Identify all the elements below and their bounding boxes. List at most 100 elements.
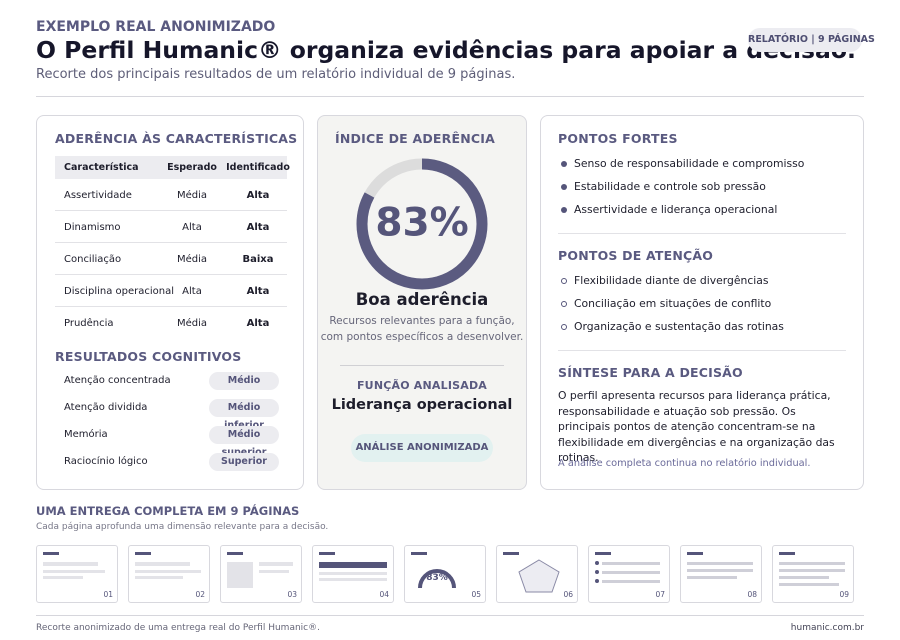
page-thumbnail: 07	[588, 545, 670, 603]
divider	[558, 233, 846, 234]
verdict: Boa aderência	[355, 290, 489, 309]
divider	[36, 96, 864, 97]
divider	[558, 350, 846, 351]
page-number: 06	[563, 590, 573, 599]
table-cell: Média	[176, 318, 208, 329]
thumb-heading	[779, 552, 795, 555]
thumb-line	[687, 576, 737, 579]
thumb-dot	[595, 570, 599, 574]
thumb-heading	[411, 552, 427, 555]
list-item: Organização e sustentação das rotinas	[574, 320, 784, 333]
thumb-radar	[518, 559, 560, 593]
page-thumbnail: 08	[680, 545, 762, 603]
thumb-heading	[43, 552, 59, 555]
thumb-line	[227, 562, 253, 588]
thumb-heading	[135, 552, 151, 555]
cognitive-result: Médio superior	[209, 426, 279, 458]
synthesis-note: A análise completa continua no relatório…	[558, 458, 811, 469]
page-number: 04	[379, 590, 389, 599]
thumb-line	[319, 562, 387, 568]
table-cell: Dinamismo	[64, 222, 121, 233]
table-cell: Alta	[182, 286, 202, 297]
page-thumbnail: 09	[772, 545, 854, 603]
title: O Perfil Humanic® organiza evidências pa…	[36, 36, 856, 64]
page-thumbnail: 06	[496, 545, 578, 603]
gauge-label: 83%	[375, 201, 468, 246]
thumb-dot	[595, 579, 599, 583]
row-separator	[55, 210, 287, 211]
table-cell: Alta	[182, 222, 202, 233]
table-cell: Disciplina operacional	[64, 286, 175, 297]
thumb-line	[687, 562, 753, 565]
gauge-arc	[356, 158, 488, 290]
cognitive-result: Superior	[209, 453, 279, 471]
traits-card: ADERÊNCIA ÀS CARACTERÍSTICAS RESULTADOS …	[36, 115, 304, 490]
cognitive-result: Médio	[209, 372, 279, 390]
thumb-line	[779, 576, 829, 579]
list-item: Estabilidade e controle sob pressão	[574, 180, 766, 193]
synthesis-text: O perfil apresenta recursos para lideran…	[558, 389, 835, 464]
bullet	[561, 161, 567, 167]
role-heading: FUNÇÃO ANALISADA	[356, 379, 488, 392]
bullet	[561, 301, 567, 307]
thumb-heading	[687, 552, 703, 555]
thumb-line	[43, 562, 98, 566]
table-cell: Prudência	[64, 318, 114, 329]
thumb-heading	[319, 552, 335, 555]
thumb-line	[259, 562, 293, 566]
delivery-title: UMA ENTREGA COMPLETA EM 9 PÁGINAS	[36, 504, 300, 518]
index-card: ÍNDICE DE ADERÊNCIA 83% Boa aderência Re…	[317, 115, 527, 490]
row-separator	[55, 306, 287, 307]
thumb-heading	[227, 552, 243, 555]
thumb-line	[135, 570, 201, 573]
bullet	[561, 184, 567, 190]
role: Liderança operacional	[331, 397, 513, 413]
list-item: Assertividade e liderança operacional	[574, 203, 778, 216]
badge: RELATÓRIO | 9 PÁGINAS	[748, 28, 875, 52]
table-cell: Alta	[246, 286, 270, 297]
thumb-line	[259, 570, 289, 573]
bullet	[561, 278, 567, 284]
thumb-line	[43, 576, 83, 579]
page-number: 08	[747, 590, 757, 599]
row-separator	[55, 242, 287, 243]
thumb-gauge	[418, 569, 456, 589]
cognitive-label: Atenção concentrada	[64, 375, 171, 386]
list-item: Flexibilidade diante de divergências	[574, 274, 769, 287]
page-number: 02	[195, 590, 205, 599]
row-separator	[55, 274, 287, 275]
description: Recursos relevantes para a função,	[329, 315, 515, 327]
table-cell: Alta	[246, 318, 270, 329]
cognitive-label: Raciocínio lógico	[64, 456, 148, 467]
thumb-line	[602, 571, 660, 574]
cognitive-label: Atenção dividida	[64, 402, 148, 413]
table-cell: Média	[176, 190, 208, 201]
heading: ADERÊNCIA ÀS CARACTERÍSTICAS	[55, 131, 298, 146]
thumb-line	[602, 580, 660, 583]
thumb-line	[43, 570, 105, 573]
divider	[340, 365, 504, 366]
insights-card: PONTOS FORTES PONTOS DE ATENÇÃO SÍNTESE …	[540, 115, 864, 490]
table-cell: Assertividade	[64, 190, 132, 201]
table-cell: Baixa	[242, 254, 274, 265]
thumb-heading	[595, 552, 611, 555]
heading: ÍNDICE DE ADERÊNCIA	[335, 131, 495, 146]
bullet	[561, 324, 567, 330]
page-thumbnail: 04	[312, 545, 394, 603]
thumb-arc	[418, 569, 456, 589]
description: com pontos específicos a desenvolver.	[320, 331, 524, 343]
divider	[36, 615, 864, 616]
thumb-heading	[503, 552, 519, 555]
column-header: Esperado	[167, 162, 217, 173]
column-header: Característica	[64, 162, 139, 173]
column-header: Identificado	[226, 162, 290, 173]
thumb-dot	[595, 561, 599, 565]
cognitive-result: Médio inferior	[209, 399, 279, 431]
heading: PONTOS FORTES	[558, 131, 678, 146]
bullet	[561, 207, 567, 213]
thumb-line	[779, 569, 845, 572]
page-number: 09	[839, 590, 849, 599]
page-number: 01	[103, 590, 113, 599]
delivery-subtitle: Cada página aprofunda uma dimensão relev…	[36, 522, 329, 532]
table-header	[55, 156, 287, 179]
